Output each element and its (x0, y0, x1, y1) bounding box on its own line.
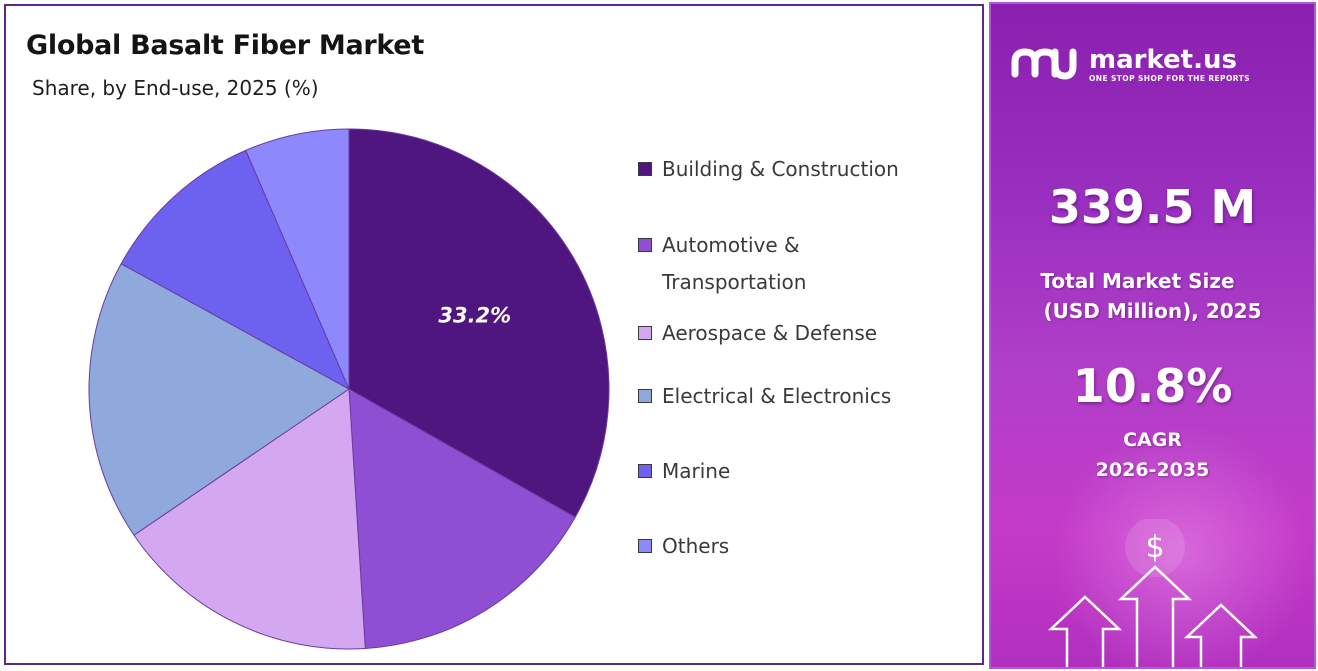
legend-label: Marine (662, 453, 952, 490)
pie-data-label: 33.2% (438, 304, 511, 328)
legend-label: Building & Construction (662, 151, 952, 188)
pie-chart: 33.2% (88, 128, 610, 650)
legend-swatch (638, 539, 652, 553)
chart-panel: Global Basalt Fiber Market Share, by End… (4, 4, 984, 665)
pie-slice-aerospace-defense (133, 388, 366, 650)
brand-name: market.us (1089, 44, 1237, 75)
legend-label-line: Marine (662, 459, 731, 483)
legend-swatch (638, 162, 652, 176)
pie-slice-electrical-electronics (88, 263, 350, 536)
market-size-caption-line1: Total Market Size (1040, 269, 1235, 293)
pie-slice-building-construction (348, 128, 610, 518)
legend-label: Aerospace & Defense (662, 315, 952, 352)
chart-subtitle: Share, by End-use, 2025 (%) (32, 76, 319, 100)
legend-label-line: Transportation (662, 270, 807, 294)
legend-label: Others (662, 528, 952, 565)
legend-label-line: Automotive & (662, 233, 800, 257)
legend-item: Marine (638, 458, 952, 490)
market-size-caption-line2: (USD Million), 2025 (1043, 299, 1262, 323)
background-glow (1051, 424, 1311, 667)
legend-item: Electrical & Electronics (638, 383, 952, 415)
dollar-growth-arrows-icon: $ (1047, 519, 1259, 667)
legend-label: Electrical & Electronics (662, 378, 952, 415)
pie-slice-others (245, 128, 350, 390)
cagr-value: 10.8% (1072, 359, 1233, 413)
brand-tagline: ONE STOP SHOP FOR THE REPORTS (1089, 73, 1250, 83)
legend-label-line: Building & Construction (662, 157, 899, 181)
svg-text:$: $ (1145, 530, 1164, 565)
legend-label-line: Aerospace & Defense (662, 321, 878, 345)
legend-swatch (638, 389, 652, 403)
legend-label-line: Electrical & Electronics (662, 384, 892, 408)
cagr-caption-line2: 2026-2035 (1095, 459, 1210, 481)
legend-swatch (638, 238, 652, 252)
legend-item: Aerospace & Defense (638, 320, 952, 352)
pie-slice-automotive-transportation (348, 388, 576, 650)
market-size-value: 339.5 M (1048, 180, 1257, 234)
market-size-caption: Total Market Size (USD Million), 2025 (991, 266, 1314, 326)
legend-label-line: Others (662, 534, 730, 558)
legend-item: Automotive & Transportation (638, 232, 952, 301)
market-us-logo-icon (1011, 48, 1077, 80)
legend-swatch (638, 464, 652, 478)
cagr-caption: CAGR 2026-2035 (991, 425, 1314, 485)
legend-label: Automotive & Transportation (662, 227, 952, 301)
brand: market.us ONE STOP SHOP FOR THE REPORTS (1011, 44, 1250, 84)
cagr-caption-line1: CAGR (1123, 429, 1182, 451)
info-panel: market.us ONE STOP SHOP FOR THE REPORTS … (989, 2, 1316, 669)
legend-item: Building & Construction (638, 156, 952, 188)
chart-title: Global Basalt Fiber Market (26, 30, 424, 61)
chart-legend: Building & Construction Automotive & Trans… (638, 156, 978, 586)
pie-slice-marine (120, 149, 351, 391)
legend-item: Others (638, 533, 952, 565)
legend-swatch (638, 326, 652, 340)
